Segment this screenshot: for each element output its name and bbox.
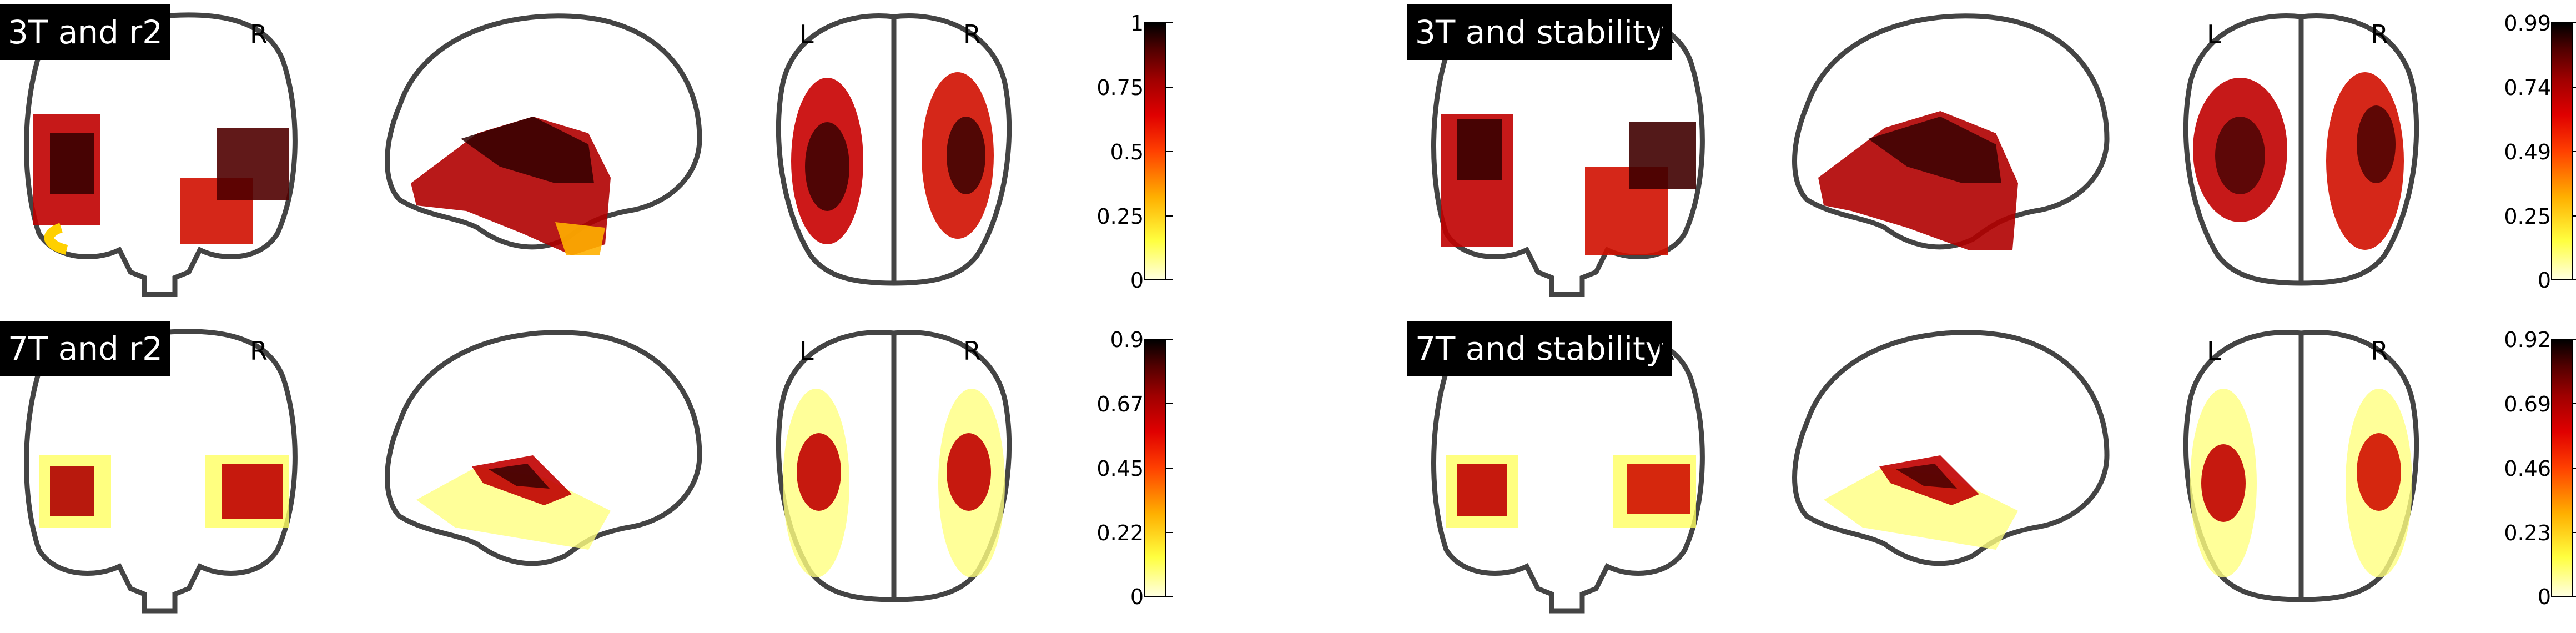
axial-view xyxy=(2183,13,2419,286)
colorbar-tick-label: 0.9 xyxy=(1110,328,1144,352)
sagittal-view xyxy=(1792,13,2110,250)
glass-brain-views xyxy=(24,329,1012,614)
colorbar-tick-label: 0.46 xyxy=(2504,456,2551,481)
colorbar-tick-label: 0.67 xyxy=(1096,392,1144,416)
orientation-label-r: R xyxy=(963,336,981,366)
coronal-view xyxy=(1431,12,1705,297)
panel-title: 3T and stability xyxy=(1407,4,1673,60)
axial-view xyxy=(776,330,1012,602)
orientation-label-l: L xyxy=(2207,336,2221,366)
glass-brain-views xyxy=(24,12,1012,297)
sagittal-view xyxy=(1792,330,2110,566)
colorbar xyxy=(2551,22,2573,280)
orientation-label-l: L xyxy=(2207,19,2221,49)
colorbar xyxy=(2551,339,2573,597)
colorbar-tick-label: 0.69 xyxy=(2504,392,2551,416)
orientation-label-r: R xyxy=(2371,336,2388,366)
colorbar-tick-label: 1 xyxy=(1130,11,1144,36)
colorbar-tick-label: 0.22 xyxy=(1096,521,1144,545)
orientation-label-r: R xyxy=(250,336,268,366)
orientation-label-r: R xyxy=(1657,19,1675,49)
panel-title: 7T and stability xyxy=(1407,321,1673,376)
sagittal-view xyxy=(385,13,702,255)
axial-view xyxy=(2183,330,2419,602)
panel-title: 7T and r2 xyxy=(0,321,171,376)
colorbar-tick-label: 0.74 xyxy=(2504,76,2551,100)
colorbar-tick-label: 0.25 xyxy=(1096,204,1144,229)
colorbar-tick-label: 0 xyxy=(2537,585,2551,609)
colorbar-tick-label: 0.92 xyxy=(2504,328,2551,352)
colorbar-tick-label: 0 xyxy=(1130,268,1144,293)
colorbar-tick-label: 0.49 xyxy=(2504,140,2551,164)
orientation-label-l: L xyxy=(799,336,814,366)
orientation-label-r: R xyxy=(963,19,981,49)
axial-view xyxy=(776,13,1012,286)
colorbar-tick-label: 0 xyxy=(1130,585,1144,609)
colorbar xyxy=(1144,22,1166,280)
panel-7t-r2: 7T and r2 R L R 0.9 0.67 0.45 0.22 0 xyxy=(0,316,1288,633)
colorbar-tick-label: 0.5 xyxy=(1110,140,1144,164)
coronal-view xyxy=(24,12,298,297)
colorbar-tick-label: 0.99 xyxy=(2504,11,2551,36)
colorbar-tick-label: 0.25 xyxy=(2504,204,2551,229)
colorbar-tick-label: 0.45 xyxy=(1096,456,1144,481)
activation-right xyxy=(217,128,289,200)
orientation-label-l: L xyxy=(799,19,814,49)
panel-3t-r2: 3T and r2 R L R 1 0.75 0.5 0.25 0 xyxy=(0,0,1288,316)
colorbar-tick-label: 0 xyxy=(2537,268,2551,293)
colorbar-tick-label: 0.23 xyxy=(2504,521,2551,545)
glass-brain-views xyxy=(1431,12,2419,297)
coronal-view xyxy=(1431,329,1705,614)
glass-brain-views xyxy=(1431,329,2419,614)
colorbar xyxy=(1144,339,1166,597)
panel-title: 3T and r2 xyxy=(0,4,171,60)
orientation-label-r: R xyxy=(2371,19,2388,49)
sagittal-view xyxy=(385,330,702,566)
panel-7t-stability: 7T and stability R L R 0.92 0.69 0.46 0.… xyxy=(1407,316,2576,633)
orientation-label-r: R xyxy=(250,19,268,49)
colorbar-tick-label: 0.75 xyxy=(1096,76,1144,100)
panel-3t-stability: 3T and stability R L R 0.99 0.74 0.49 0.… xyxy=(1407,0,2576,316)
orientation-label-r: R xyxy=(1657,336,1675,366)
